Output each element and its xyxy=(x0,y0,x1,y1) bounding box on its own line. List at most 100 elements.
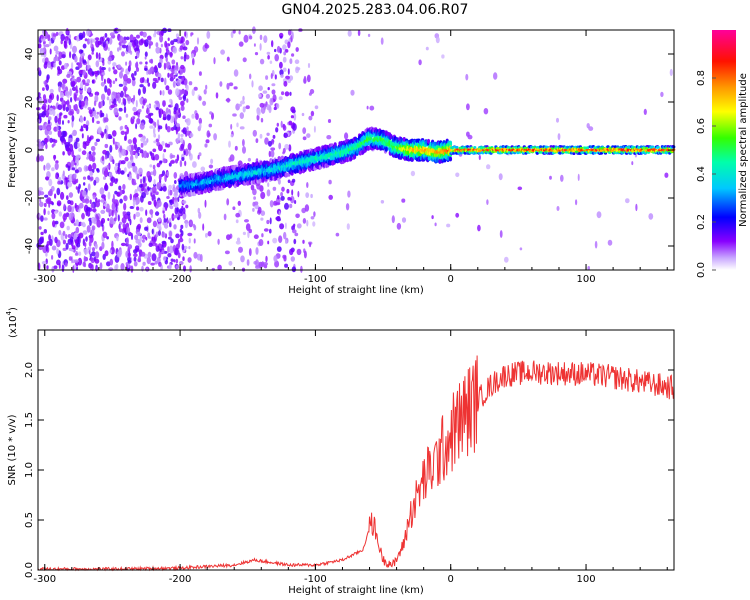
noise-cell xyxy=(560,174,564,182)
noise-cell xyxy=(296,223,302,229)
noise-cell xyxy=(140,251,146,257)
noise-cell xyxy=(53,265,58,270)
x-tick-label: 0 xyxy=(448,274,454,285)
noise-cell xyxy=(116,235,119,242)
noise-cell xyxy=(166,143,171,148)
noise-cell xyxy=(284,202,289,210)
x-tick-label: -200 xyxy=(169,574,192,585)
noise-cell xyxy=(265,75,269,80)
signal-cell xyxy=(664,151,669,155)
noise-cell xyxy=(161,141,165,146)
noise-cell xyxy=(75,85,78,92)
noise-cell xyxy=(90,257,95,264)
noise-cell xyxy=(248,228,252,234)
noise-cell xyxy=(187,142,192,151)
noise-cell xyxy=(87,246,92,251)
noise-cell xyxy=(48,130,53,135)
noise-cell xyxy=(117,214,120,222)
noise-cell xyxy=(260,117,264,123)
signal-cell xyxy=(426,138,431,144)
noise-cell xyxy=(347,190,351,198)
noise-cell xyxy=(78,148,82,152)
noise-cell xyxy=(121,51,125,57)
noise-cell xyxy=(51,167,55,172)
noise-cell xyxy=(129,218,132,226)
y-tick-label: 1.0 xyxy=(24,462,35,478)
noise-cell xyxy=(69,51,72,59)
noise-cell xyxy=(129,206,135,209)
noise-cell xyxy=(106,261,111,267)
noise-cell xyxy=(87,107,92,111)
noise-cell xyxy=(96,169,100,173)
noise-cell xyxy=(112,91,117,96)
noise-cell xyxy=(93,179,97,186)
noise-cell xyxy=(152,168,157,177)
noise-cell xyxy=(81,150,87,156)
noise-cell xyxy=(91,251,96,257)
noise-cell xyxy=(65,106,69,112)
noise-cell xyxy=(155,42,159,48)
noise-cell xyxy=(167,37,170,42)
noise-cell xyxy=(121,39,127,44)
noise-cell xyxy=(310,193,313,199)
noise-cell xyxy=(279,223,285,230)
noise-cell xyxy=(173,74,176,79)
noise-cell xyxy=(173,110,177,115)
noise-cell xyxy=(174,188,178,196)
noise-cell xyxy=(253,43,256,47)
noise-cell xyxy=(125,61,128,66)
noise-cell xyxy=(154,80,159,83)
noise-cell xyxy=(274,54,280,62)
noise-cell xyxy=(77,62,83,69)
noise-cell xyxy=(86,225,91,233)
noise-cell xyxy=(54,236,58,244)
noise-cell xyxy=(37,141,42,148)
noise-cell xyxy=(252,188,257,196)
noise-cell xyxy=(154,29,157,35)
noise-cell xyxy=(142,176,145,184)
noise-cell xyxy=(106,164,110,169)
noise-cell xyxy=(42,94,47,101)
noise-cell xyxy=(575,199,578,206)
noise-cell xyxy=(112,130,117,137)
noise-cell xyxy=(53,154,56,161)
noise-cell xyxy=(92,247,95,252)
noise-cell xyxy=(158,125,163,130)
signal-cell xyxy=(619,145,623,149)
noise-cell xyxy=(109,217,114,225)
noise-cell xyxy=(152,164,156,170)
noise-cell xyxy=(240,100,245,105)
noise-cell xyxy=(71,80,76,87)
noise-cell xyxy=(278,142,282,150)
noise-cell xyxy=(161,109,164,115)
signal-cell xyxy=(572,152,576,156)
noise-cell xyxy=(277,195,280,200)
noise-cell xyxy=(82,261,86,267)
noise-cell xyxy=(42,103,47,110)
noise-cell xyxy=(120,242,126,247)
noise-cell xyxy=(72,265,75,273)
noise-cell xyxy=(132,106,137,112)
spectrogram-x-label: Height of straight line (km) xyxy=(288,285,424,296)
noise-cell xyxy=(266,104,272,111)
noise-cell xyxy=(158,230,161,237)
noise-cell xyxy=(223,213,227,221)
noise-cell xyxy=(466,131,470,137)
noise-cell xyxy=(83,182,86,186)
noise-cell xyxy=(191,88,195,97)
noise-cell xyxy=(141,239,145,243)
noise-cell xyxy=(145,236,148,241)
noise-cell xyxy=(303,75,307,84)
noise-cell xyxy=(94,243,98,250)
noise-cell xyxy=(155,231,159,238)
noise-cell xyxy=(88,248,91,255)
noise-cell xyxy=(239,126,245,130)
x-tick-label: -200 xyxy=(169,274,192,285)
noise-cell xyxy=(135,67,140,72)
noise-cell xyxy=(99,187,105,195)
noise-cell xyxy=(52,220,56,228)
noise-cell xyxy=(67,205,72,213)
noise-cell xyxy=(131,73,135,79)
noise-cell xyxy=(587,266,590,271)
noise-cell xyxy=(58,211,62,217)
